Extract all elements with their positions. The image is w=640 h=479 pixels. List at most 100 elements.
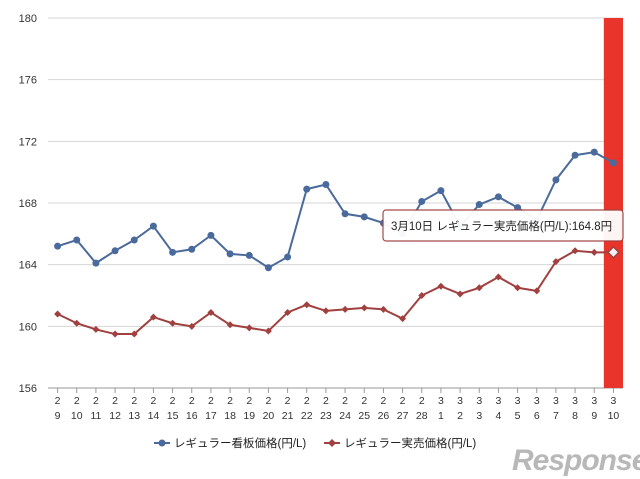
legend-diamond-icon	[328, 439, 336, 447]
data-point-actual	[284, 308, 292, 316]
x-tick-month: 3	[515, 395, 521, 407]
data-point-actual	[494, 273, 502, 281]
x-tick-day: 13	[128, 410, 140, 422]
x-tick-day: 5	[515, 410, 521, 422]
data-point-actual	[245, 324, 253, 332]
x-tick-month: 2	[400, 395, 406, 407]
x-tick-month: 3	[495, 395, 501, 407]
data-point-actual	[226, 321, 234, 329]
data-point-actual	[475, 284, 483, 292]
y-tick-label: 180	[19, 13, 37, 25]
x-tick-month: 2	[112, 395, 118, 407]
data-point-actual	[360, 304, 368, 312]
data-point-signboard	[360, 213, 368, 221]
data-point-signboard	[609, 159, 617, 167]
data-point-signboard	[284, 253, 292, 261]
x-tick-month: 3	[610, 395, 616, 407]
x-tick-day: 20	[263, 410, 275, 422]
x-tick-day: 6	[534, 410, 540, 422]
data-point-signboard	[514, 204, 522, 212]
y-tick-label: 164	[19, 260, 37, 272]
data-point-actual	[188, 322, 196, 330]
x-tick-month: 3	[534, 395, 540, 407]
data-point-actual	[207, 308, 215, 316]
x-tick-day: 12	[109, 410, 121, 422]
x-tick-day: 10	[608, 410, 620, 422]
y-tick-label: 160	[19, 321, 37, 333]
tooltip-box	[382, 209, 624, 242]
data-point-actual	[111, 330, 119, 338]
x-tick-day: 19	[243, 410, 255, 422]
x-tick-day: 26	[378, 410, 390, 422]
data-point-actual	[514, 284, 522, 292]
x-tick-day: 8	[572, 410, 578, 422]
y-axis: 156 160 164 168 172 176 180	[19, 13, 37, 395]
data-point-actual	[379, 305, 387, 313]
data-point-signboard	[322, 181, 330, 188]
x-tick-month: 2	[93, 395, 99, 407]
x-tick-month: 2	[227, 395, 233, 407]
data-point-signboard	[92, 259, 100, 267]
x-tick-day: 14	[148, 410, 160, 422]
data-point-actual	[73, 319, 81, 327]
data-point-actual	[341, 305, 349, 313]
legend-label-actual: レギュラー実売価格(円/L)	[344, 436, 476, 450]
x-tick-day: 15	[167, 410, 179, 422]
x-tick-month: 2	[419, 395, 425, 407]
x-tick-day: 1	[438, 410, 444, 422]
data-point-actual	[552, 258, 560, 266]
x-tick-day: 7	[553, 410, 559, 422]
data-point-signboard	[418, 197, 426, 205]
x-tick-month: 2	[246, 395, 252, 407]
x-tick-month: 2	[150, 395, 156, 407]
data-point-actual	[399, 315, 407, 323]
data-point-actual	[169, 319, 177, 327]
x-tick-day: 3	[476, 410, 482, 422]
y-tick-label: 176	[19, 75, 37, 87]
data-point-signboard	[188, 245, 196, 253]
x-tick-month: 2	[74, 395, 80, 407]
data-point-actual	[590, 248, 598, 256]
legend-label-signboard: レギュラー看板価格(円/L)	[174, 436, 306, 450]
x-tick-day: 4	[495, 410, 501, 422]
x-tick-month: 2	[55, 395, 61, 407]
x-tick-month: 2	[304, 395, 310, 407]
legend-item-signboard[interactable]: レギュラー看板価格(円/L)	[154, 436, 306, 450]
data-point-signboard	[494, 193, 502, 201]
series-line-1	[57, 249, 614, 336]
x-tick-month: 3	[476, 395, 482, 407]
data-point-actual	[437, 282, 445, 290]
x-tick-month: 3	[438, 395, 444, 407]
x-tick-day: 16	[186, 410, 198, 422]
series-layer	[54, 148, 620, 338]
legend-item-actual[interactable]: レギュラー実売価格(円/L)	[324, 436, 476, 450]
x-axis: 2921021121221321421521621721821922022122…	[55, 388, 620, 422]
watermark-logo: Response.	[512, 444, 640, 477]
x-tick-month: 2	[265, 395, 271, 407]
x-tick-month: 3	[591, 395, 597, 407]
data-point-signboard	[245, 251, 253, 259]
x-tick-month: 2	[323, 395, 329, 407]
x-tick-month: 2	[208, 395, 214, 407]
x-tick-day: 9	[55, 410, 61, 422]
x-tick-day: 27	[397, 410, 409, 422]
x-tick-month: 3	[553, 395, 559, 407]
x-tick-day: 23	[320, 410, 332, 422]
data-point-signboard	[590, 148, 598, 156]
x-tick-day: 2	[457, 410, 463, 422]
data-point-signboard	[169, 248, 177, 256]
x-tick-day: 25	[358, 410, 370, 422]
data-point-signboard	[264, 264, 272, 272]
data-point-signboard	[571, 151, 579, 159]
x-tick-day: 9	[591, 410, 597, 422]
data-point-actual-highlighted	[606, 245, 620, 259]
data-point-actual	[418, 292, 426, 299]
highlight-bar[interactable]	[603, 18, 623, 388]
x-tick-month: 3	[572, 395, 578, 407]
data-point-signboard	[475, 201, 483, 209]
data-point-actual	[571, 247, 579, 255]
x-tick-month: 2	[380, 395, 386, 407]
x-tick-month: 3	[457, 395, 463, 407]
data-point-actual	[533, 287, 541, 295]
